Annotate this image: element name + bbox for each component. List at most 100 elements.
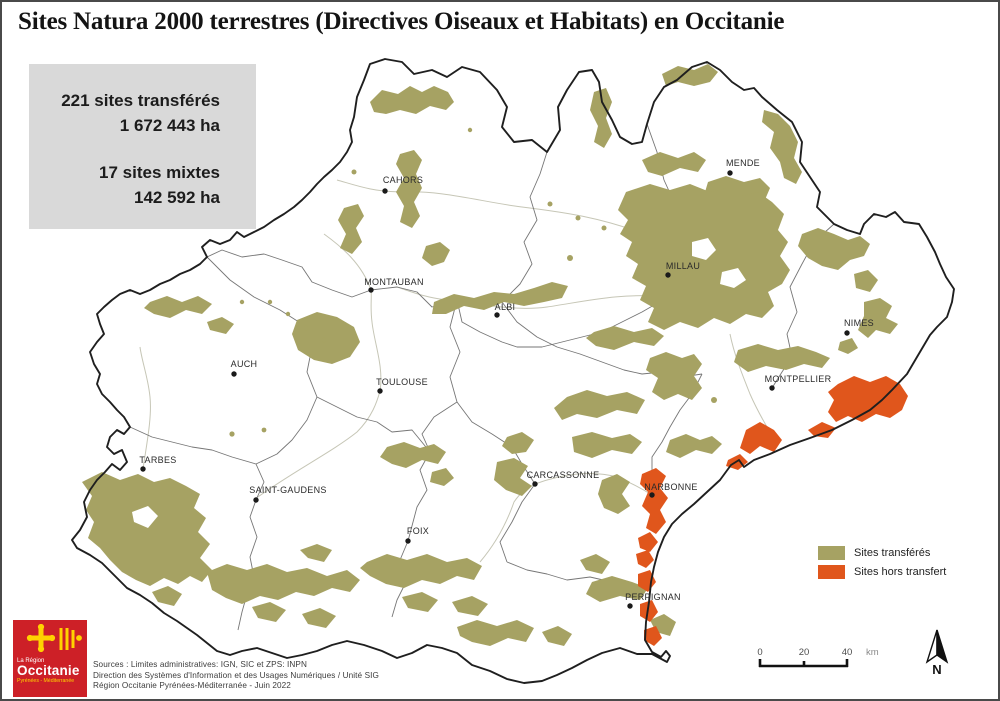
city-label: CAHORS xyxy=(383,175,423,185)
department-boundary xyxy=(237,463,265,631)
site-hors-transfert-area xyxy=(638,532,658,552)
site-hors-transfert-area xyxy=(808,422,836,438)
stats-info-box: 221 sites transférés 1 672 443 ha 17 sit… xyxy=(29,64,256,229)
site-hors-transfert-area xyxy=(644,626,662,646)
site-transfere-area xyxy=(430,468,454,486)
legend-row-transferes: Sites transférés xyxy=(818,543,988,562)
department-boundary xyxy=(129,256,318,465)
site-transfere-area xyxy=(252,602,286,622)
city-dot xyxy=(231,371,237,377)
city-dot xyxy=(405,538,411,544)
site-transfere-area xyxy=(762,110,802,184)
city-label: NARBONNE xyxy=(644,482,697,492)
city-label: SAINT-GAUDENS xyxy=(249,485,326,495)
site-transfere-dot xyxy=(467,127,473,133)
site-transfere-area xyxy=(207,564,360,604)
site-area-hole xyxy=(720,268,746,288)
north-arrow-left-half xyxy=(925,629,938,664)
site-transfere-area xyxy=(452,596,488,616)
sources-line-3: Région Occitanie Pyrénées-Méditerranée -… xyxy=(93,681,291,690)
site-transfere-area xyxy=(646,352,702,400)
stat-sites-transferes-area: 1 672 443 ha xyxy=(119,116,220,135)
legend-label-transferes: Sites transférés xyxy=(854,546,931,559)
city-dot xyxy=(532,481,538,487)
site-transfere-area xyxy=(360,554,482,588)
stat-sites-mixtes-count: 17 sites mixtes xyxy=(99,163,220,182)
logo-name: Occitanie xyxy=(17,663,80,678)
site-transfere-dot xyxy=(285,311,291,317)
city-label: MENDE xyxy=(726,158,760,168)
city-dot xyxy=(494,312,500,318)
site-transfere-area xyxy=(82,472,212,586)
site-transfere-area xyxy=(586,576,648,602)
site-transfere-dot xyxy=(351,169,357,175)
scale-tick-20: 20 xyxy=(799,647,810,658)
site-transfere-area xyxy=(207,317,234,334)
river-line xyxy=(139,346,151,470)
site-transfere-dot xyxy=(711,397,717,403)
site-transfere-area xyxy=(666,434,722,458)
scale-bar: 0 20 40 km xyxy=(754,645,884,675)
city-label: MONTPELLIER xyxy=(765,374,832,384)
city-dot xyxy=(844,330,850,336)
site-transfere-area xyxy=(152,586,182,606)
site-transfere-area xyxy=(370,86,454,114)
department-boundary xyxy=(316,396,431,453)
occitan-cross-icon xyxy=(26,624,82,653)
legend-swatch-hors-transfert-icon xyxy=(818,564,845,579)
site-transfere-dot xyxy=(267,299,273,305)
site-transfere-dot xyxy=(547,201,553,207)
site-transfere-area xyxy=(457,620,534,646)
region-occitanie-logo: La Région Occitanie Pyrénées - Méditerra… xyxy=(13,620,87,697)
north-arrow-right-half xyxy=(936,629,949,664)
site-transfere-area xyxy=(586,326,664,350)
site-transfere-area xyxy=(300,544,332,562)
department-boundary xyxy=(449,299,536,563)
north-arrow-graphic: N xyxy=(925,629,949,677)
site-transfere-area xyxy=(338,204,364,254)
city-dot xyxy=(253,497,259,503)
scale-tick-0: 0 xyxy=(757,647,762,658)
city-label: FOIX xyxy=(407,526,429,536)
site-hors-transfert-area xyxy=(640,468,668,534)
site-transfere-area xyxy=(380,442,446,468)
scale-unit: km xyxy=(866,647,879,658)
site-transfere-dot xyxy=(303,325,309,331)
site-transfere-area xyxy=(580,554,610,574)
site-transfere-dot xyxy=(575,215,581,221)
site-transfere-area xyxy=(494,458,532,496)
legend: Sites transférés Sites hors transfert xyxy=(818,543,988,581)
site-transfere-area xyxy=(542,626,572,646)
site-transfere-area xyxy=(838,338,858,354)
city-dot xyxy=(140,466,146,472)
site-hors-transfert-area xyxy=(740,422,782,454)
site-area-hole xyxy=(692,238,716,260)
city-dot xyxy=(382,188,388,194)
site-hors-transfert-area xyxy=(640,600,658,622)
city-dot xyxy=(727,170,733,176)
city-label: TOULOUSE xyxy=(376,377,428,387)
legend-swatch-transferes-icon xyxy=(818,545,845,560)
site-transfere-dot xyxy=(601,225,607,231)
city-dot xyxy=(627,603,633,609)
river-line xyxy=(396,286,669,309)
city-label: CARCASSONNE xyxy=(527,470,600,480)
site-transfere-area xyxy=(798,228,870,270)
site-transfere-area xyxy=(302,608,336,628)
site-hors-transfert-area xyxy=(828,376,908,422)
site-transfere-area xyxy=(858,298,898,338)
city-label: PERPIGNAN xyxy=(625,592,681,602)
site-transfere-area xyxy=(598,474,630,514)
city-dot xyxy=(377,388,383,394)
department-boundary xyxy=(456,296,669,348)
site-transfere-area xyxy=(292,312,360,364)
city-dot xyxy=(665,272,671,278)
scale-tick-40: 40 xyxy=(842,647,853,658)
sources-line-2: Direction des Systèmes d'Information et … xyxy=(93,670,379,680)
city-label: MONTAUBAN xyxy=(364,277,424,287)
spacer xyxy=(39,138,220,160)
department-boundary xyxy=(206,151,548,308)
site-transfere-area xyxy=(422,242,450,266)
city-label: ALBI xyxy=(495,302,516,312)
